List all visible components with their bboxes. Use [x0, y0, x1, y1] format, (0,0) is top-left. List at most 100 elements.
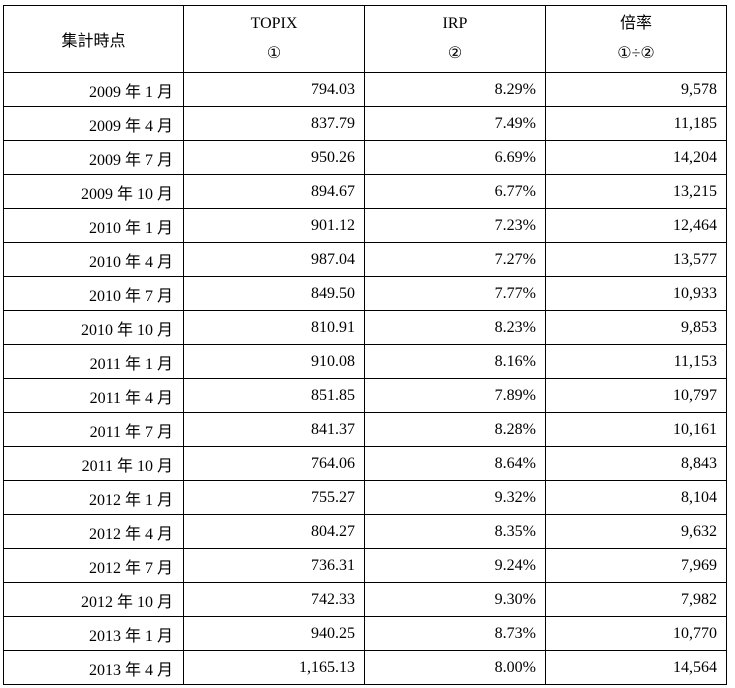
table-row: 2010 年 1 月 901.12 7.23% 12,464	[3, 208, 727, 243]
cell-ratio: 10,770	[545, 616, 727, 651]
cell-topix: 851.85	[183, 378, 365, 413]
cell-ratio: 10,161	[545, 412, 727, 447]
cell-topix: 1,165.13	[183, 650, 365, 685]
table-row: 2009 年 1 月 794.03 8.29% 9,578	[3, 72, 727, 107]
cell-ratio: 14,204	[545, 140, 727, 175]
cell-ratio: 11,153	[545, 344, 727, 379]
header-irp-sub: ②	[447, 45, 463, 62]
cell-date: 2010 年 4 月	[3, 242, 184, 277]
cell-irp: 8.16%	[364, 344, 546, 379]
cell-topix: 894.67	[183, 174, 365, 209]
cell-topix: 764.06	[183, 446, 365, 481]
header-irp: IRP ②	[364, 5, 546, 73]
cell-date: 2013 年 4 月	[3, 650, 184, 685]
cell-date: 2012 年 7 月	[3, 548, 184, 583]
table-row: 2011 年 10 月 764.06 8.64% 8,843	[3, 446, 727, 481]
cell-topix: 950.26	[183, 140, 365, 175]
cell-date: 2009 年 7 月	[3, 140, 184, 175]
cell-topix: 810.91	[183, 310, 365, 345]
table-row: 2009 年 7 月 950.26 6.69% 14,204	[3, 140, 727, 175]
cell-topix: 755.27	[183, 480, 365, 515]
cell-topix: 794.03	[183, 72, 365, 107]
cell-date: 2009 年 1 月	[3, 72, 184, 107]
cell-ratio: 10,797	[545, 378, 727, 413]
cell-irp: 6.69%	[364, 140, 546, 175]
table-row: 2011 年 7 月 841.37 8.28% 10,161	[3, 412, 727, 447]
cell-date: 2010 年 1 月	[3, 208, 184, 243]
header-date: 集計時点	[3, 5, 184, 73]
table-row: 2013 年 4 月 1,165.13 8.00% 14,564	[3, 650, 727, 685]
cell-irp: 9.32%	[364, 480, 546, 515]
table-row: 2011 年 1 月 910.08 8.16% 11,153	[3, 344, 727, 379]
cell-topix: 849.50	[183, 276, 365, 311]
cell-topix: 742.33	[183, 582, 365, 617]
cell-irp: 8.73%	[364, 616, 546, 651]
cell-date: 2010 年 7 月	[3, 276, 184, 311]
cell-date: 2010 年 10 月	[3, 310, 184, 345]
cell-irp: 8.23%	[364, 310, 546, 345]
cell-date: 2012 年 1 月	[3, 480, 184, 515]
cell-irp: 7.27%	[364, 242, 546, 277]
cell-date: 2011 年 4 月	[3, 378, 184, 413]
cell-date: 2011 年 1 月	[3, 344, 184, 379]
cell-date: 2009 年 4 月	[3, 106, 184, 141]
cell-ratio: 8,843	[545, 446, 727, 481]
cell-date: 2011 年 10 月	[3, 446, 184, 481]
cell-ratio: 9,853	[545, 310, 727, 345]
cell-topix: 987.04	[183, 242, 365, 277]
cell-date: 2012 年 4 月	[3, 514, 184, 549]
cell-ratio: 10,933	[545, 276, 727, 311]
table-header: 集計時点 TOPIX ① IRP ② 倍率 ①÷②	[3, 5, 727, 73]
header-row: 集計時点 TOPIX ① IRP ② 倍率 ①÷②	[3, 5, 727, 73]
header-irp-label: IRP	[442, 15, 468, 32]
table-row: 2009 年 4 月 837.79 7.49% 11,185	[3, 106, 727, 141]
table-row: 2012 年 10 月 742.33 9.30% 7,982	[3, 582, 727, 617]
cell-ratio: 7,969	[545, 548, 727, 583]
cell-date: 2013 年 1 月	[3, 616, 184, 651]
header-ratio-label: 倍率	[619, 15, 652, 32]
table-row: 2010 年 7 月 849.50 7.77% 10,933	[3, 276, 727, 311]
cell-irp: 7.49%	[364, 106, 546, 141]
cell-topix: 940.25	[183, 616, 365, 651]
header-topix: TOPIX ①	[183, 5, 365, 73]
cell-irp: 9.30%	[364, 582, 546, 617]
cell-irp: 8.28%	[364, 412, 546, 447]
table-row: 2010 年 4 月 987.04 7.27% 13,577	[3, 242, 727, 277]
cell-topix: 841.37	[183, 412, 365, 447]
table-row: 2013 年 1 月 940.25 8.73% 10,770	[3, 616, 727, 651]
cell-irp: 8.35%	[364, 514, 546, 549]
table-row: 2012 年 4 月 804.27 8.35% 9,632	[3, 514, 727, 549]
header-topix-sub: ①	[266, 45, 282, 62]
cell-irp: 7.89%	[364, 378, 546, 413]
cell-topix: 901.12	[183, 208, 365, 243]
table-row: 2012 年 7 月 736.31 9.24% 7,969	[3, 548, 727, 583]
cell-ratio: 7,982	[545, 582, 727, 617]
cell-date: 2011 年 7 月	[3, 412, 184, 447]
cell-irp: 8.00%	[364, 650, 546, 685]
cell-irp: 7.77%	[364, 276, 546, 311]
cell-ratio: 9,578	[545, 72, 727, 107]
table-row: 2009 年 10 月 894.67 6.77% 13,215	[3, 174, 727, 209]
cell-irp: 6.77%	[364, 174, 546, 209]
table-row: 2011 年 4 月 851.85 7.89% 10,797	[3, 378, 727, 413]
cell-irp: 9.24%	[364, 548, 546, 583]
header-ratio: 倍率 ①÷②	[545, 5, 727, 73]
table-row: 2012 年 1 月 755.27 9.32% 8,104	[3, 480, 727, 515]
table-body: 2009 年 1 月 794.03 8.29% 9,578 2009 年 4 月 837.…	[3, 72, 727, 685]
table-row: 2010 年 10 月 810.91 8.23% 9,853	[3, 310, 727, 345]
cell-date: 2012 年 10 月	[3, 582, 184, 617]
cell-ratio: 8,104	[545, 480, 727, 515]
cell-ratio: 13,577	[545, 242, 727, 277]
cell-ratio: 9,632	[545, 514, 727, 549]
cell-topix: 804.27	[183, 514, 365, 549]
cell-ratio: 12,464	[545, 208, 727, 243]
header-topix-label: TOPIX	[250, 15, 298, 32]
cell-ratio: 11,185	[545, 106, 727, 141]
header-date-label: 集計時点	[61, 33, 126, 50]
cell-topix: 910.08	[183, 344, 365, 379]
cell-date: 2009 年 10 月	[3, 174, 184, 209]
cell-topix: 736.31	[183, 548, 365, 583]
data-table: 集計時点 TOPIX ① IRP ② 倍率 ①÷② 2009 年 1 月 794.…	[3, 5, 727, 685]
cell-ratio: 14,564	[545, 650, 727, 685]
cell-irp: 8.64%	[364, 446, 546, 481]
